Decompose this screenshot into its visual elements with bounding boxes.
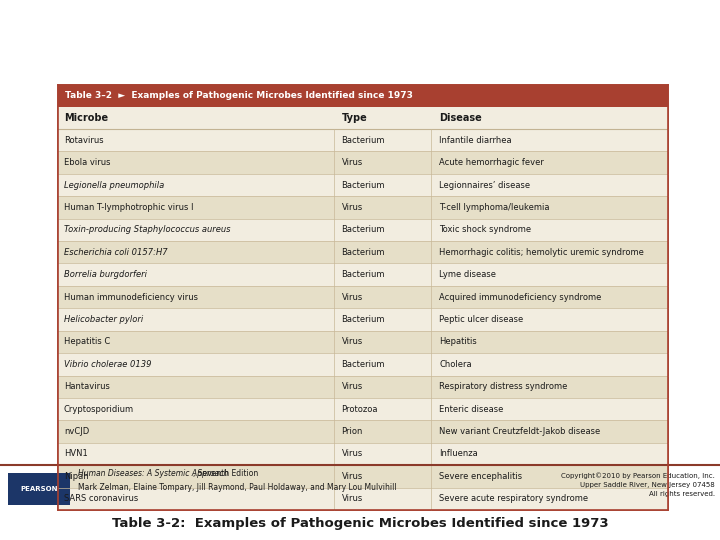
Text: Bacterium: Bacterium [341, 248, 385, 256]
Text: Peptic ulcer disease: Peptic ulcer disease [439, 315, 523, 324]
Text: Hantavirus: Hantavirus [64, 382, 110, 392]
Text: Prion: Prion [341, 427, 363, 436]
Bar [58, 174, 668, 196]
Text: Vibrio cholerae 0139: Vibrio cholerae 0139 [64, 360, 151, 369]
Text: Infantile diarrhea: Infantile diarrhea [439, 136, 512, 145]
Text: SARS coronavirus: SARS coronavirus [64, 494, 138, 503]
Bar [58, 196, 668, 219]
Text: Copyright©2010 by Pearson Education, Inc.
Upper Saddle River, New Jersey 07458
A: Copyright©2010 by Pearson Education, Inc… [561, 472, 715, 497]
Text: Table 3-2:  Examples of Pathogenic Microbes Identified since 1973: Table 3-2: Examples of Pathogenic Microb… [112, 516, 608, 530]
Bar [58, 219, 668, 241]
Bar [58, 353, 668, 375]
Text: Hemorrhagic colitis; hemolytic uremic syndrome: Hemorrhagic colitis; hemolytic uremic sy… [439, 248, 644, 256]
Text: Virus: Virus [341, 382, 363, 392]
Bar [58, 264, 668, 286]
Text: Escherichia coli 0157:H7: Escherichia coli 0157:H7 [64, 248, 168, 256]
Bar [58, 85, 668, 107]
Text: Mark Zelman, Elaine Tompary, Jill Raymond, Paul Holdaway, and Mary Lou Mulvihill: Mark Zelman, Elaine Tompary, Jill Raymon… [78, 483, 397, 492]
Text: Bacterium: Bacterium [341, 180, 385, 190]
Text: Bacterium: Bacterium [341, 270, 385, 279]
Text: Cryptosporidium: Cryptosporidium [64, 404, 134, 414]
Bar [58, 107, 668, 129]
Bar [58, 375, 668, 398]
Text: Helicobacter pylori: Helicobacter pylori [64, 315, 143, 324]
Bar [58, 398, 668, 420]
Text: Bacterium: Bacterium [341, 225, 385, 234]
Bar [58, 85, 668, 510]
Text: Human T-lymphotrophic virus I: Human T-lymphotrophic virus I [64, 203, 194, 212]
Text: Bacterium: Bacterium [341, 136, 385, 145]
Text: Acquired immunodeficiency syndrome: Acquired immunodeficiency syndrome [439, 293, 601, 301]
Text: , Seventh Edition: , Seventh Edition [193, 469, 258, 478]
Text: Type: Type [341, 113, 367, 123]
Text: Hepatitis C: Hepatitis C [64, 338, 110, 347]
Bar [58, 286, 668, 308]
Text: Ebola virus: Ebola virus [64, 158, 110, 167]
Text: Disease: Disease [439, 113, 482, 123]
Text: Influenza: Influenza [439, 449, 478, 458]
Text: Lyme disease: Lyme disease [439, 270, 496, 279]
Bar [58, 330, 668, 353]
Text: Virus: Virus [341, 203, 363, 212]
Text: Legionnaires’ disease: Legionnaires’ disease [439, 180, 530, 190]
Bar [58, 443, 668, 465]
Text: Hepatitis: Hepatitis [439, 338, 477, 347]
Text: Human Diseases: A Systemic Approach: Human Diseases: A Systemic Approach [78, 469, 228, 478]
Text: Table 3–2  ►  Examples of Pathogenic Microbes Identified since 1973: Table 3–2 ► Examples of Pathogenic Micro… [65, 91, 413, 100]
Text: Virus: Virus [341, 158, 363, 167]
Text: Enteric disease: Enteric disease [439, 404, 503, 414]
Text: Bacterium: Bacterium [341, 360, 385, 369]
Text: Severe acute respiratory syndrome: Severe acute respiratory syndrome [439, 494, 588, 503]
Text: Toxic shock syndrome: Toxic shock syndrome [439, 225, 531, 234]
Bar [58, 488, 668, 510]
Text: Virus: Virus [341, 449, 363, 458]
Text: Cholera: Cholera [439, 360, 472, 369]
Text: Virus: Virus [341, 293, 363, 301]
Bar [8, 473, 70, 505]
Text: Acute hemorrhagic fever: Acute hemorrhagic fever [439, 158, 544, 167]
Text: HVN1: HVN1 [64, 449, 88, 458]
Bar [58, 465, 668, 488]
Text: Severe encephalitis: Severe encephalitis [439, 472, 522, 481]
Bar [58, 308, 668, 330]
Bar [58, 151, 668, 174]
Text: Nipah: Nipah [64, 472, 89, 481]
Text: Microbe: Microbe [64, 113, 108, 123]
Text: Virus: Virus [341, 494, 363, 503]
Text: Protozoa: Protozoa [341, 404, 378, 414]
Text: Legionella pneumophila: Legionella pneumophila [64, 180, 164, 190]
Bar [58, 129, 668, 151]
Text: Borrelia burgdorferi: Borrelia burgdorferi [64, 270, 147, 279]
Text: New variant Creutzfeldt-Jakob disease: New variant Creutzfeldt-Jakob disease [439, 427, 600, 436]
Bar [58, 241, 668, 264]
Text: Virus: Virus [341, 472, 363, 481]
Text: PEARSON: PEARSON [20, 486, 58, 492]
Bar [58, 420, 668, 443]
Text: nvCJD: nvCJD [64, 427, 89, 436]
Text: Bacterium: Bacterium [341, 315, 385, 324]
Text: Toxin-producing Staphylococcus aureus: Toxin-producing Staphylococcus aureus [64, 225, 230, 234]
Text: Respiratory distress syndrome: Respiratory distress syndrome [439, 382, 567, 392]
Text: T-cell lymphoma/leukemia: T-cell lymphoma/leukemia [439, 203, 549, 212]
Text: Rotavirus: Rotavirus [64, 136, 104, 145]
Text: Virus: Virus [341, 338, 363, 347]
Text: Human immunodeficiency virus: Human immunodeficiency virus [64, 293, 198, 301]
